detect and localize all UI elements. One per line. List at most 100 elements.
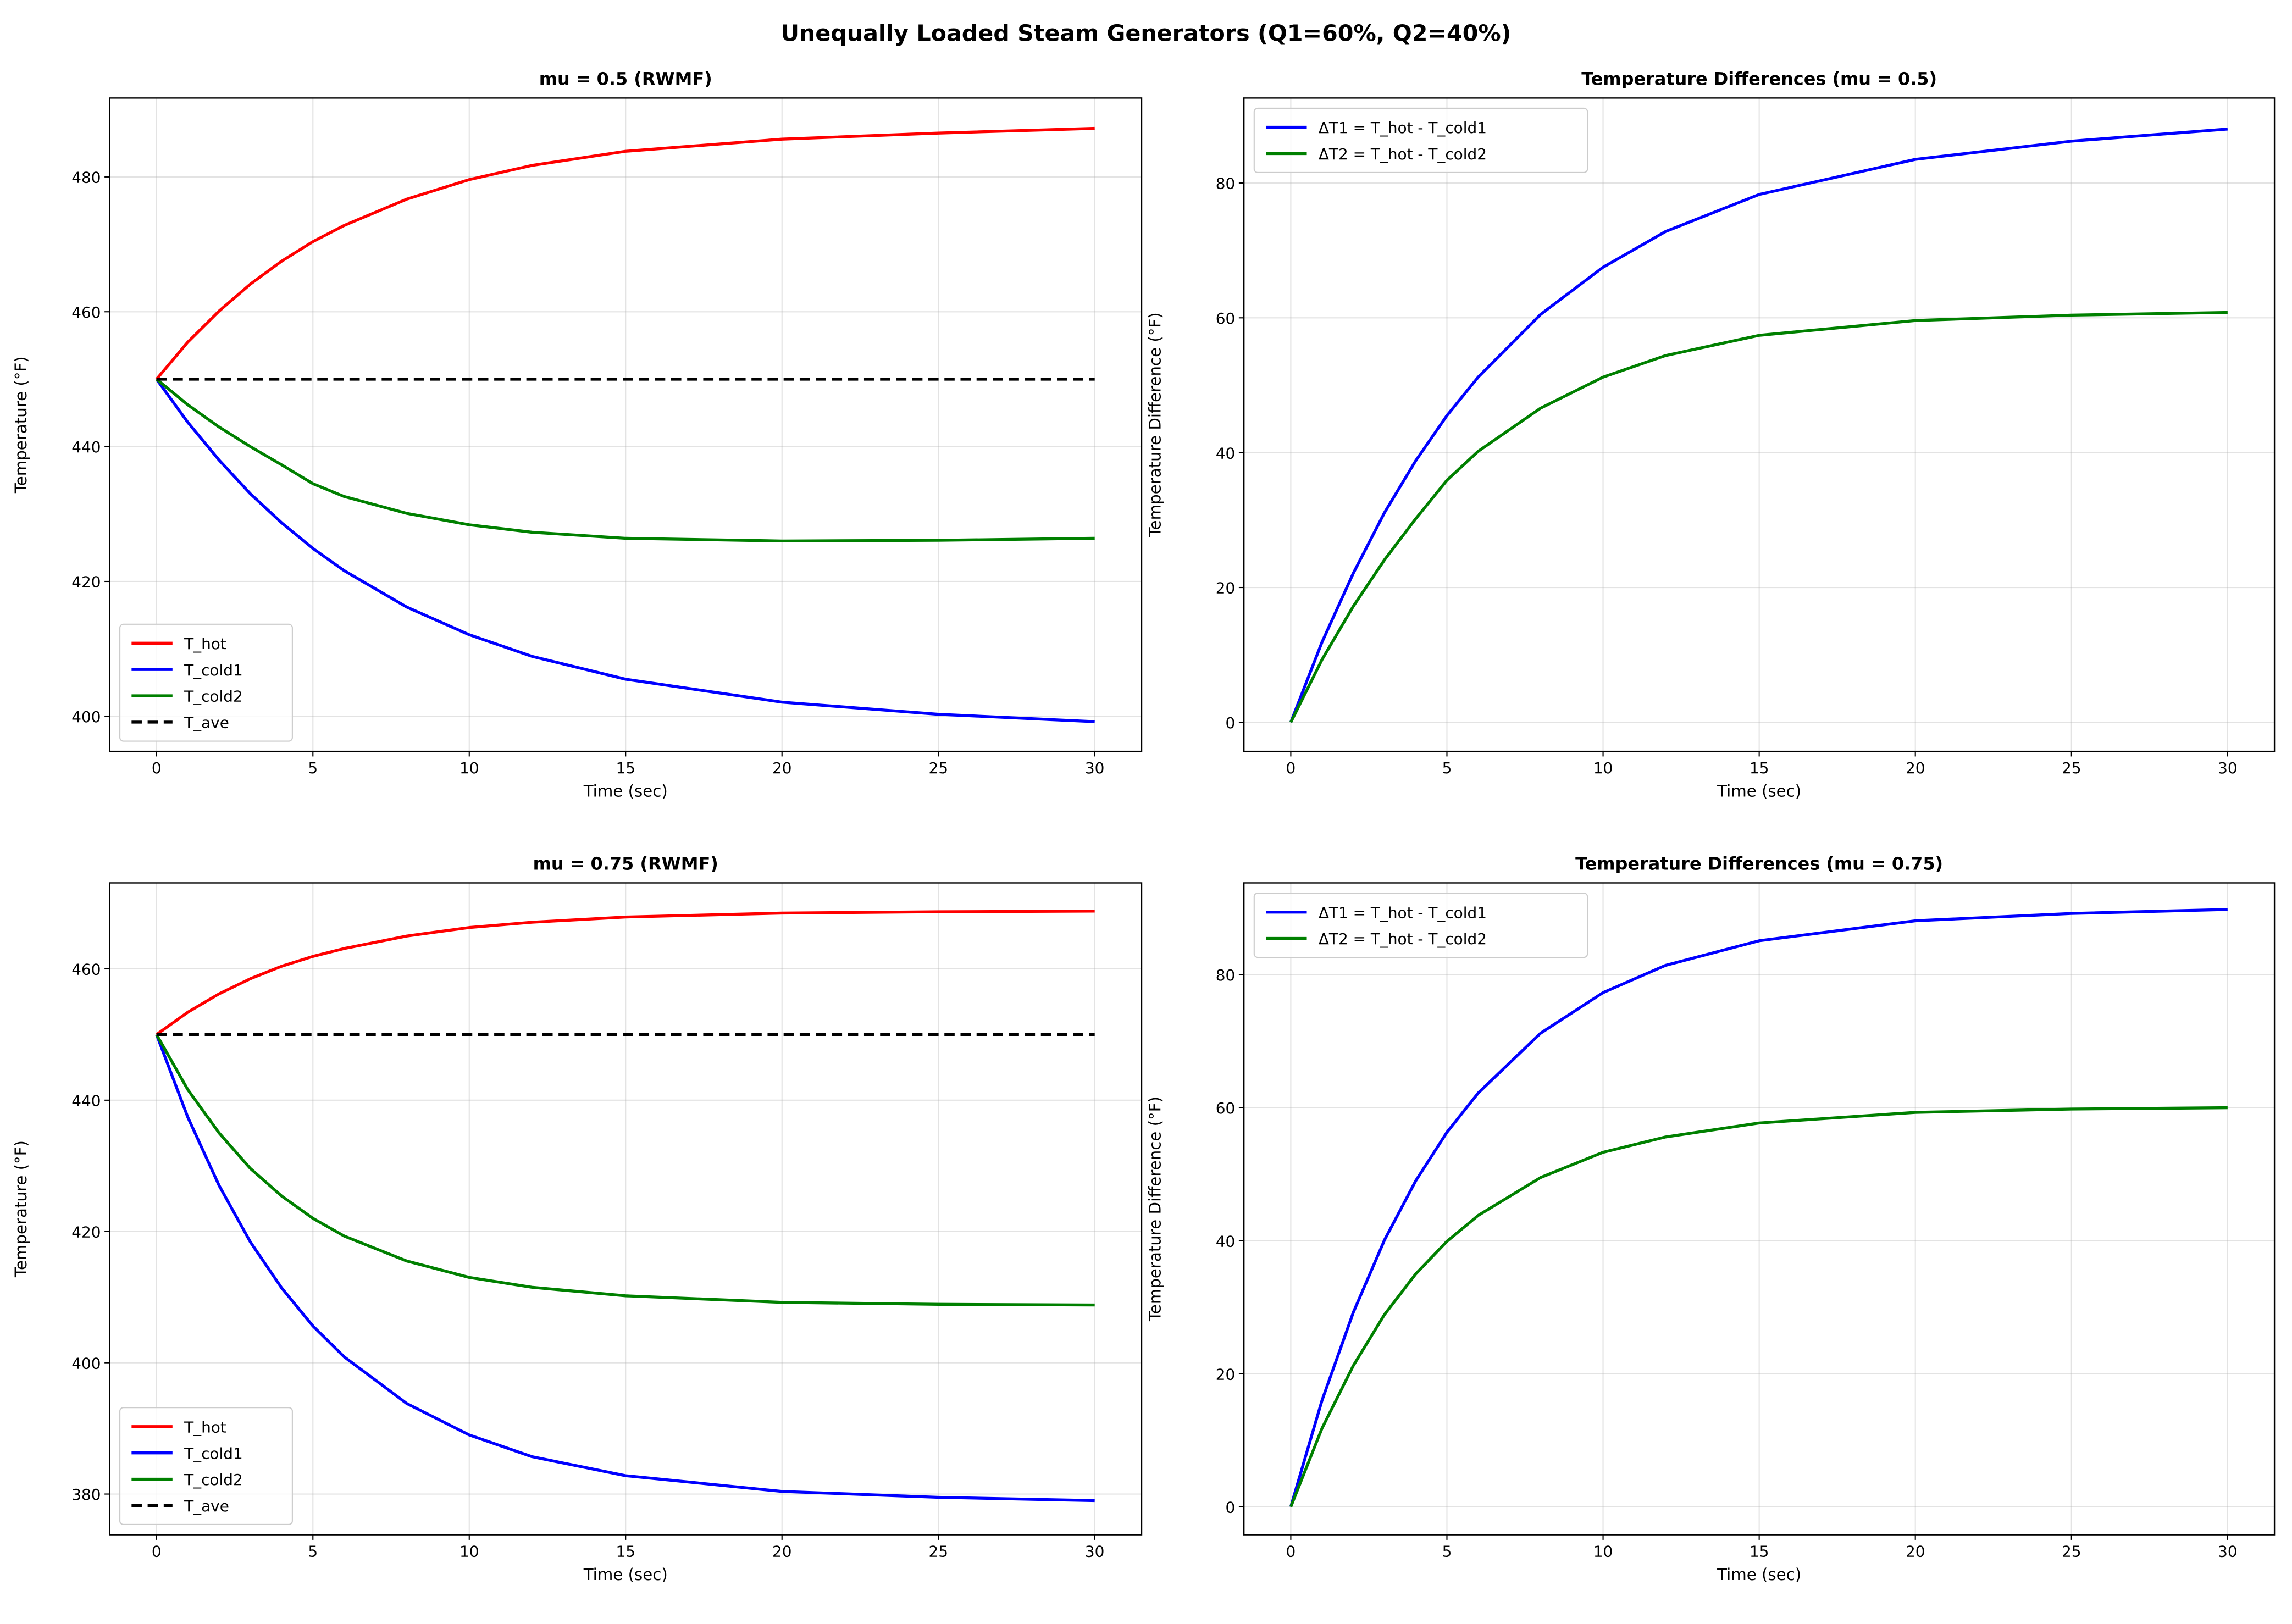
y-tick-label: 40 bbox=[1216, 444, 1236, 462]
series-line-1 bbox=[155, 126, 1095, 380]
y-tick-label: 20 bbox=[1216, 579, 1236, 597]
x-tick-label: 25 bbox=[928, 759, 948, 777]
x-tick-label: 25 bbox=[2062, 1542, 2081, 1560]
legend: ΔT1 = T_hot - T_cold1 ΔT2 = T_hot - T_col… bbox=[1253, 107, 1588, 174]
x-tick-label: 30 bbox=[2218, 759, 2238, 777]
y-axis-label: Temperature Difference (°F) bbox=[1146, 1096, 1165, 1322]
x-tick-label: 10 bbox=[1593, 759, 1613, 777]
y-tick-label: 80 bbox=[1216, 175, 1236, 193]
x-tick-label: 20 bbox=[1906, 1542, 1925, 1560]
x-axis-label: Time (sec) bbox=[583, 782, 668, 801]
x-tick-label: 5 bbox=[1442, 759, 1452, 777]
legend-label: ΔT2 = T_hot - T_cold2 bbox=[1319, 930, 1487, 948]
x-tick-label: 15 bbox=[616, 759, 635, 777]
y-tick-label: 480 bbox=[71, 169, 101, 187]
series-line-2 bbox=[1289, 311, 2228, 723]
y-tick-label: 400 bbox=[71, 708, 101, 726]
x-tick-label: 25 bbox=[928, 1542, 948, 1560]
x-tick-label: 30 bbox=[1085, 1542, 1105, 1560]
legend-label: ΔT1 = T_hot - T_cold1 bbox=[1319, 119, 1487, 137]
x-tick-label: 0 bbox=[152, 759, 162, 777]
legend-box bbox=[1253, 107, 1588, 174]
legend-label: T_hot bbox=[184, 635, 226, 653]
y-tick-label: 460 bbox=[71, 961, 101, 979]
series-line-1 bbox=[1289, 128, 2228, 723]
series-line-3 bbox=[155, 1034, 1095, 1307]
legend-box bbox=[1253, 893, 1588, 958]
subplot-4: 0 5 10 15 20 25 30 0 20 40 60 80 Temperature Differe… bbox=[1146, 853, 2276, 1584]
x-tick-label: 15 bbox=[616, 1542, 635, 1560]
x-tick-label: 5 bbox=[1442, 1542, 1452, 1560]
x-tick-label: 15 bbox=[1750, 1542, 1769, 1560]
legend: T_hot T_cold1 T_cold2 T_ave bbox=[119, 623, 293, 742]
x-tick-label: 15 bbox=[1750, 759, 1769, 777]
x-tick-label: 5 bbox=[308, 1542, 318, 1560]
x-tick-label: 20 bbox=[772, 1542, 792, 1560]
x-tick-label: 10 bbox=[1593, 1542, 1613, 1560]
subplot-2: 0 5 10 15 20 25 30 0 20 40 60 80 Temperature Differe… bbox=[1146, 68, 2276, 801]
x-tick-label: 25 bbox=[2062, 759, 2081, 777]
subplot-3: 0 5 10 15 20 25 30 380 400 420 440 460 mu = 0.75 (RW… bbox=[12, 853, 1143, 1584]
x-tick-label: 5 bbox=[308, 759, 318, 777]
series-line-2 bbox=[155, 1034, 1095, 1503]
y-tick-label: 20 bbox=[1216, 1365, 1236, 1383]
x-tick-label: 20 bbox=[772, 759, 792, 777]
y-tick-label: 80 bbox=[1216, 966, 1236, 984]
x-tick-label: 10 bbox=[459, 1542, 479, 1560]
y-tick-label: 0 bbox=[1225, 714, 1235, 732]
series-line-2 bbox=[155, 378, 1095, 723]
y-tick-label: 60 bbox=[1216, 309, 1236, 328]
legend-label: T_cold1 bbox=[184, 661, 243, 679]
x-tick-label: 0 bbox=[152, 1542, 162, 1560]
x-tick-label: 0 bbox=[1286, 759, 1296, 777]
y-tick-label: 440 bbox=[71, 438, 101, 456]
subplot-title: mu = 0.5 (RWMF) bbox=[539, 68, 712, 89]
legend-label: T_ave bbox=[184, 714, 229, 732]
series-line-2 bbox=[1289, 1106, 2228, 1507]
legend-label: T_ave bbox=[184, 1497, 229, 1515]
y-tick-label: 440 bbox=[71, 1091, 101, 1110]
legend-label: T_cold2 bbox=[184, 1471, 243, 1489]
y-axis-label: Temperature (°F) bbox=[12, 1140, 30, 1278]
axes-frame bbox=[109, 882, 1143, 1536]
axes-frame bbox=[1243, 882, 2276, 1536]
y-tick-label: 420 bbox=[71, 573, 101, 591]
figure-suptitle: Unequally Loaded Steam Generators (Q1=60… bbox=[780, 20, 1511, 47]
y-tick-label: 420 bbox=[71, 1223, 101, 1241]
y-axis-label: Temperature (°F) bbox=[12, 356, 30, 494]
y-tick-label: 380 bbox=[71, 1486, 101, 1504]
x-tick-label: 30 bbox=[2218, 1542, 2238, 1560]
y-tick-label: 0 bbox=[1225, 1498, 1235, 1516]
legend-label: T_cold1 bbox=[184, 1444, 243, 1462]
y-tick-label: 60 bbox=[1216, 1099, 1236, 1117]
x-tick-label: 10 bbox=[459, 759, 479, 777]
x-tick-label: 20 bbox=[1906, 759, 1925, 777]
y-tick-label: 460 bbox=[71, 303, 101, 322]
series-line-1 bbox=[1289, 908, 2228, 1507]
legend-label: T_cold2 bbox=[184, 688, 243, 706]
legend: T_hot T_cold1 T_cold2 T_ave bbox=[119, 1407, 293, 1526]
legend-label: T_hot bbox=[184, 1418, 226, 1436]
series-line-3 bbox=[156, 378, 1095, 543]
x-axis-label: Time (sec) bbox=[1717, 782, 1801, 801]
y-axis-label: Temperature Difference (°F) bbox=[1146, 312, 1165, 537]
y-tick-label: 40 bbox=[1216, 1232, 1236, 1250]
x-axis-label: Time (sec) bbox=[1717, 1565, 1801, 1584]
x-tick-label: 30 bbox=[1085, 759, 1105, 777]
legend-label: ΔT1 = T_hot - T_cold1 bbox=[1319, 904, 1487, 922]
legend-box bbox=[119, 1407, 293, 1526]
axes-frame bbox=[109, 97, 1143, 752]
y-tick-label: 400 bbox=[71, 1354, 101, 1372]
x-tick-label: 0 bbox=[1286, 1542, 1296, 1560]
subplot-1: 0 5 10 15 20 25 30 400 420 440 460 480 mu = 0.5 (RWM… bbox=[12, 68, 1143, 801]
subplot-title: Temperature Differences (mu = 0.75) bbox=[1575, 853, 1943, 874]
x-axis-label: Time (sec) bbox=[583, 1565, 668, 1584]
subplot-title: mu = 0.75 (RWMF) bbox=[533, 853, 718, 874]
subplot-title: Temperature Differences (mu = 0.5) bbox=[1581, 68, 1937, 89]
legend: ΔT1 = T_hot - T_cold1 ΔT2 = T_hot - T_col… bbox=[1253, 893, 1588, 958]
legend-label: ΔT2 = T_hot - T_cold2 bbox=[1319, 145, 1487, 163]
axes-frame bbox=[1243, 97, 2276, 752]
series-line-1 bbox=[156, 910, 1095, 1036]
legend-box bbox=[119, 623, 293, 742]
